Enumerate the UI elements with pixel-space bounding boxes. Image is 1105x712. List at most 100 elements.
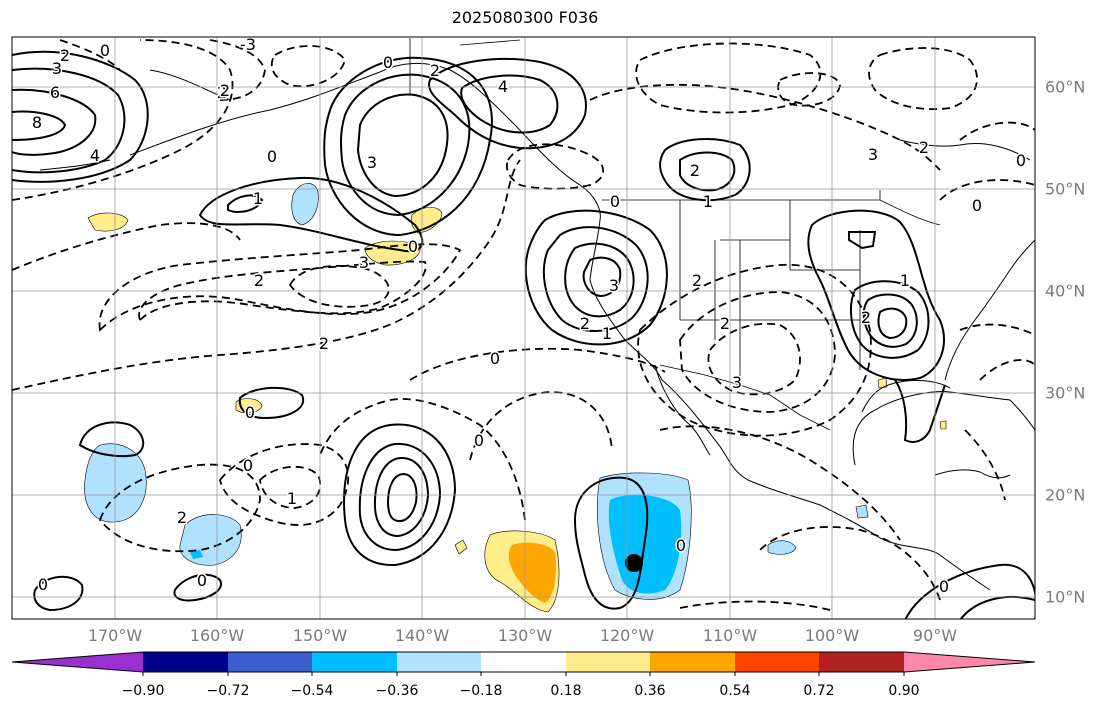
colorbar-tick-label: 0.90	[888, 683, 920, 699]
colorbar-tick-label: −0.90	[121, 683, 165, 699]
lat-label: 30°N	[1045, 383, 1086, 403]
shade-blue	[179, 514, 242, 566]
contour-label: 1	[703, 192, 713, 211]
coastline-yucatan	[934, 469, 1011, 479]
contour-label: 0	[243, 456, 253, 475]
contour-label: 0	[383, 53, 393, 72]
contour-label: 0	[245, 403, 255, 422]
contour-dashed	[659, 425, 901, 541]
contour-solid	[848, 231, 877, 250]
contour-label: 0	[939, 577, 949, 596]
shade-blue	[855, 504, 869, 519]
contour-solid	[33, 575, 84, 612]
contour-label: 0	[100, 41, 110, 60]
contour-solid	[428, 58, 587, 150]
solid-contours	[12, 50, 1035, 619]
lat-label: 40°N	[1045, 281, 1086, 301]
contour-label: 0	[1016, 151, 1026, 170]
lon-label: 160°W	[189, 626, 245, 645]
contour-label: 2	[254, 271, 264, 290]
colorbar-swatch	[650, 652, 735, 672]
contour-label: 0	[38, 575, 48, 594]
contour-label: 8	[32, 113, 42, 132]
contour-dashed	[219, 443, 349, 526]
contour-dashed	[138, 260, 427, 322]
contour-label: 4	[90, 146, 100, 165]
contour-label: 1	[602, 324, 612, 343]
contour-dashed	[98, 463, 261, 553]
contour-dashed	[777, 72, 841, 107]
contour-solid	[373, 456, 430, 538]
contour-dashed	[270, 45, 346, 88]
contour-label: 3	[868, 145, 878, 164]
contour-label: 2	[319, 334, 329, 353]
contour-solid	[460, 74, 559, 134]
contour-dashed	[288, 265, 390, 308]
colorbar-extend-low	[12, 652, 143, 672]
contour-solid	[877, 307, 908, 340]
contour-label: 0	[474, 431, 484, 450]
colorbar-tick-label: −0.54	[290, 683, 334, 699]
colorbar-tick-label: 0.54	[719, 683, 751, 699]
colorbar-swatch	[312, 652, 397, 672]
colorbar-swatch	[228, 652, 312, 672]
lon-label: 140°W	[394, 626, 450, 645]
contour-dashed	[409, 347, 666, 381]
contour-label: 2	[919, 138, 929, 157]
contour-dashed	[707, 322, 801, 396]
lon-label: 120°W	[599, 626, 655, 645]
contour-solid	[340, 73, 471, 217]
shaded-anomalies	[84, 183, 947, 613]
colorbar-tick-label: −0.36	[375, 683, 419, 699]
colorbar-swatch	[143, 652, 228, 672]
contour-dashed	[506, 143, 605, 190]
contour-dashed	[959, 323, 1035, 336]
contour-solid	[524, 209, 668, 346]
colorbar-tick-label: 0.18	[550, 683, 582, 699]
lon-label: 170°W	[87, 626, 143, 645]
contour-dashed	[469, 391, 613, 461]
contour-dashed	[59, 39, 121, 71]
shade-orange	[508, 542, 556, 603]
lat-label: 50°N	[1045, 179, 1086, 199]
storm-center-marker	[625, 554, 643, 572]
colorbar-swatch	[566, 652, 650, 672]
contour-label: 0	[267, 147, 277, 166]
contour-label: 2	[861, 308, 871, 327]
coastline-gulf	[852, 391, 1035, 466]
border-us-mexico	[659, 364, 831, 431]
contour-label: 3	[359, 253, 369, 272]
contour-label: 2	[720, 314, 730, 333]
coastline-west-us	[589, 219, 991, 591]
contour-dashed	[679, 291, 836, 413]
border-us-canada	[602, 190, 941, 226]
contour-label: 2	[217, 83, 227, 102]
contour-label: 2	[580, 314, 590, 333]
colorbar	[11, 651, 1036, 676]
contour-solid	[849, 280, 930, 359]
dashed-contours	[12, 39, 1035, 611]
border-state	[679, 200, 861, 380]
lon-label: 130°W	[497, 626, 553, 645]
colorbar-swatch	[481, 652, 566, 672]
contour-label: 2	[60, 46, 70, 65]
lon-label: 90°W	[912, 626, 958, 645]
contour-label: 3	[609, 276, 619, 295]
colorbar-tick-label: 0.36	[634, 683, 666, 699]
contour-solid	[12, 50, 149, 183]
map-frame	[11, 36, 1036, 620]
contour-dashed	[259, 465, 322, 509]
contour-dashed	[12, 159, 521, 391]
contour-label: 0	[610, 192, 620, 211]
contour-dashed	[12, 222, 241, 271]
shade-blue	[291, 183, 319, 226]
contour-label: -3	[240, 35, 256, 54]
contour-label: 1	[287, 489, 297, 508]
colorbar-tick-label: 0.72	[803, 683, 835, 699]
contour-solid	[227, 194, 264, 213]
contour-label: 2	[692, 271, 702, 290]
contour-solid	[542, 226, 649, 332]
coastlines	[39, 62, 1035, 591]
